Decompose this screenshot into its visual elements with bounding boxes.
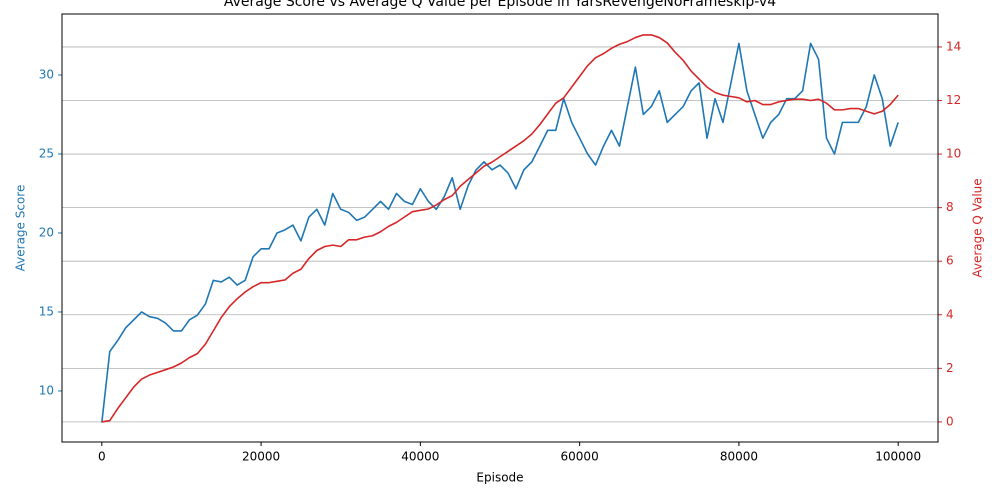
plot-frame bbox=[61, 13, 939, 443]
y-tick-label: 15 bbox=[39, 304, 54, 318]
y-tick-label: 10 bbox=[39, 383, 54, 397]
series-line bbox=[101, 34, 899, 423]
y2-tick-label: 0 bbox=[946, 414, 954, 428]
y-tick-label: 30 bbox=[39, 67, 54, 81]
y2-tick-label: 14 bbox=[946, 39, 961, 53]
y2-tick-label: 10 bbox=[946, 147, 961, 161]
series-line bbox=[101, 42, 899, 423]
y2-axis-label: Average Q Value bbox=[971, 178, 985, 277]
y2-tick-label: 2 bbox=[946, 361, 954, 375]
y-axis-label: Average Score bbox=[14, 185, 28, 272]
x-tick-label: 60000 bbox=[561, 450, 599, 464]
y-tick-label: 20 bbox=[39, 225, 54, 239]
chart-title: Average Score vs Average Q Value per Epi… bbox=[224, 0, 776, 10]
x-tick-label: 20000 bbox=[242, 450, 280, 464]
y2-tick-label: 6 bbox=[946, 254, 954, 268]
y2-tick-label: 12 bbox=[946, 93, 961, 107]
x-axis-label: Episode bbox=[476, 471, 523, 485]
y-tick-label: 25 bbox=[39, 146, 54, 160]
x-tick-label: 80000 bbox=[720, 450, 758, 464]
y2-tick-label: 8 bbox=[946, 200, 954, 214]
x-tick-label: 100000 bbox=[875, 450, 921, 464]
x-tick-label: 0 bbox=[98, 450, 106, 464]
y2-tick-label: 4 bbox=[946, 307, 954, 321]
x-tick-label: 40000 bbox=[401, 450, 439, 464]
